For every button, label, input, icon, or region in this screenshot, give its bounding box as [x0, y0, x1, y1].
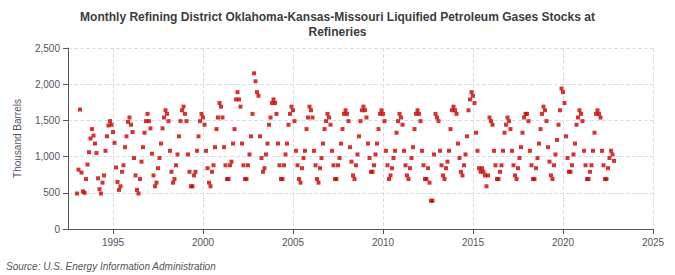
- svg-text:1,500: 1,500: [35, 115, 60, 126]
- svg-text:Thousand Barrels: Thousand Barrels: [12, 99, 23, 178]
- svg-text:Source: U.S. Energy Informatio: Source: U.S. Energy Information Administ…: [6, 261, 216, 272]
- svg-text:2010: 2010: [372, 237, 395, 248]
- svg-text:Refineries: Refineries: [308, 25, 366, 39]
- svg-text:500: 500: [43, 187, 60, 198]
- svg-text:2025: 2025: [642, 237, 665, 248]
- svg-text:0: 0: [54, 224, 60, 235]
- svg-text:Monthly Refining District Okla: Monthly Refining District Oklahoma-Kansa…: [80, 10, 595, 24]
- svg-text:2020: 2020: [552, 237, 575, 248]
- svg-text:2000: 2000: [192, 237, 215, 248]
- svg-text:1995: 1995: [102, 237, 125, 248]
- svg-text:2015: 2015: [462, 237, 485, 248]
- svg-text:2,500: 2,500: [35, 43, 60, 54]
- svg-text:2,000: 2,000: [35, 79, 60, 90]
- svg-text:2005: 2005: [282, 237, 305, 248]
- svg-text:1,000: 1,000: [35, 151, 60, 162]
